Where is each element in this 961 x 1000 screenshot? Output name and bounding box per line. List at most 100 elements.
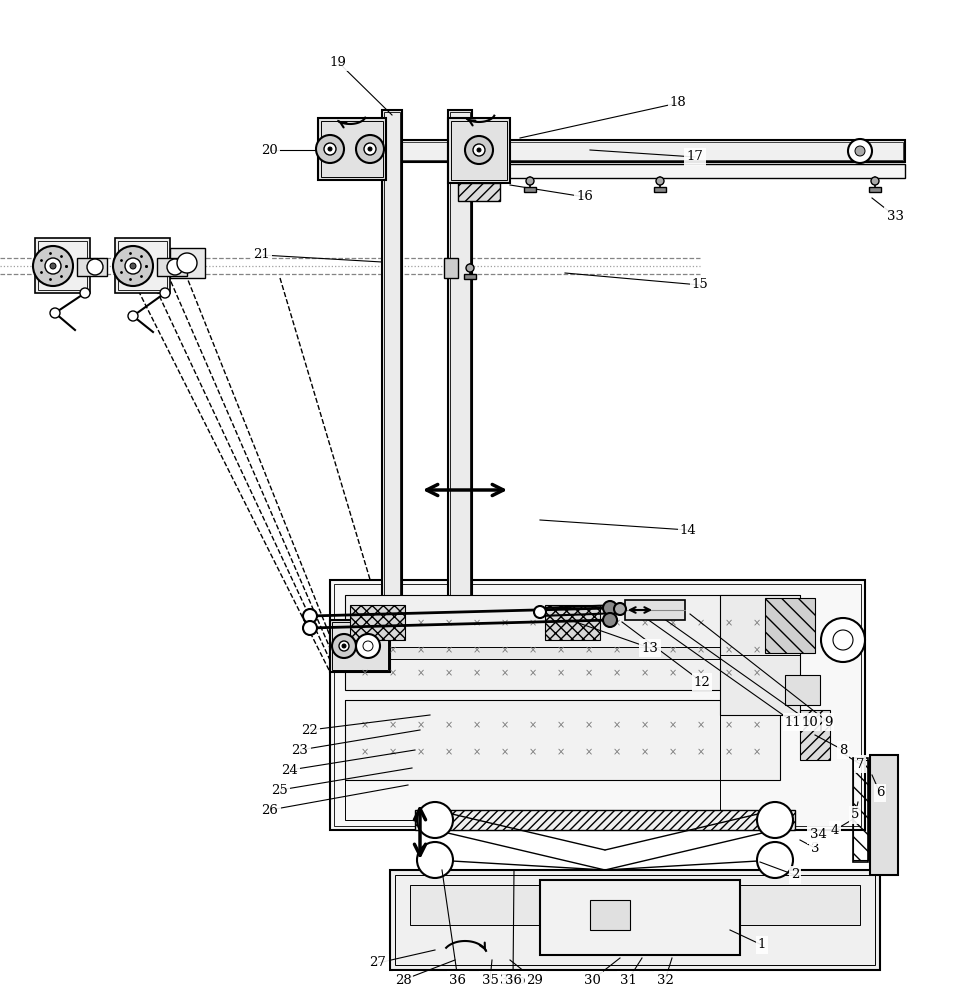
Text: 34: 34 — [809, 828, 826, 842]
Circle shape — [465, 136, 493, 164]
Text: ×: × — [613, 720, 621, 730]
Text: ×: × — [361, 720, 369, 730]
Circle shape — [363, 641, 373, 651]
Text: ×: × — [417, 668, 425, 678]
Bar — [653, 187, 666, 192]
Bar — [332, 622, 388, 670]
Text: ×: × — [361, 618, 369, 628]
Circle shape — [316, 135, 344, 163]
Circle shape — [50, 308, 60, 318]
Text: ×: × — [697, 668, 705, 678]
Text: ×: × — [445, 618, 453, 628]
Bar — [330, 580, 865, 830]
Circle shape — [339, 641, 349, 651]
Bar — [870, 755, 898, 875]
Text: 25: 25 — [272, 784, 288, 796]
Text: ×: × — [473, 645, 481, 655]
Bar — [390, 870, 880, 970]
Text: ×: × — [697, 720, 705, 730]
Text: ×: × — [501, 747, 509, 757]
Text: 21: 21 — [254, 248, 270, 261]
Text: 3: 3 — [811, 842, 819, 854]
Text: ×: × — [445, 645, 453, 655]
Text: ×: × — [697, 645, 705, 655]
Circle shape — [848, 139, 872, 163]
Text: 1: 1 — [758, 938, 766, 952]
Text: 7: 7 — [855, 758, 864, 770]
Bar — [444, 258, 458, 278]
Text: ×: × — [501, 618, 509, 628]
Circle shape — [80, 288, 90, 298]
Circle shape — [526, 177, 534, 185]
Bar — [451, 121, 507, 180]
Text: 17: 17 — [686, 150, 703, 163]
Bar — [870, 755, 898, 875]
Text: 12: 12 — [694, 676, 710, 688]
Bar — [345, 700, 720, 820]
Circle shape — [130, 263, 136, 269]
Text: 33: 33 — [886, 210, 903, 223]
Circle shape — [160, 288, 170, 298]
Text: 26: 26 — [261, 804, 279, 816]
Bar — [318, 118, 386, 180]
Bar — [395, 875, 875, 965]
Text: ×: × — [361, 645, 369, 655]
Text: ×: × — [725, 747, 733, 757]
Text: 16: 16 — [577, 190, 594, 204]
Text: ×: × — [473, 720, 481, 730]
Text: ×: × — [501, 720, 509, 730]
Circle shape — [656, 177, 664, 185]
Text: 20: 20 — [261, 143, 279, 156]
Text: 22: 22 — [302, 724, 318, 736]
Text: ×: × — [445, 720, 453, 730]
Text: ×: × — [473, 618, 481, 628]
Circle shape — [87, 259, 103, 275]
Text: 15: 15 — [692, 278, 708, 292]
Bar — [384, 112, 400, 678]
Text: 4: 4 — [831, 824, 839, 836]
Text: 27: 27 — [370, 956, 386, 970]
Text: ×: × — [529, 645, 537, 655]
Bar — [350, 605, 405, 640]
Text: ×: × — [389, 668, 397, 678]
Text: ×: × — [697, 618, 705, 628]
Text: ×: × — [641, 747, 649, 757]
Text: ×: × — [641, 720, 649, 730]
Circle shape — [303, 621, 317, 635]
Circle shape — [332, 634, 356, 658]
Text: ×: × — [361, 668, 369, 678]
Text: 19: 19 — [330, 55, 346, 68]
Bar — [785, 675, 820, 705]
Bar — [77, 258, 107, 276]
Circle shape — [614, 603, 626, 615]
Text: 5: 5 — [850, 808, 859, 822]
Text: ×: × — [613, 668, 621, 678]
Bar — [345, 595, 780, 690]
Text: ×: × — [585, 668, 593, 678]
Text: 32: 32 — [656, 974, 674, 986]
Text: ×: × — [557, 720, 565, 730]
Circle shape — [757, 802, 793, 838]
Text: ×: × — [752, 645, 761, 655]
Text: 2: 2 — [791, 868, 800, 882]
Text: ×: × — [752, 720, 761, 730]
Text: ×: × — [389, 618, 397, 628]
Circle shape — [356, 634, 380, 658]
Text: ×: × — [557, 668, 565, 678]
Circle shape — [417, 802, 453, 838]
Bar — [800, 710, 830, 760]
Text: 14: 14 — [679, 524, 697, 536]
Bar — [330, 620, 390, 672]
Bar — [345, 700, 780, 780]
Text: ×: × — [641, 645, 649, 655]
Text: 8: 8 — [839, 744, 848, 756]
Circle shape — [603, 613, 617, 627]
Circle shape — [364, 143, 376, 155]
Text: 36: 36 — [450, 974, 466, 986]
Text: 35: 35 — [481, 974, 499, 986]
Bar — [463, 274, 477, 279]
Circle shape — [125, 258, 141, 274]
Text: ×: × — [473, 668, 481, 678]
Text: ×: × — [725, 618, 733, 628]
Circle shape — [821, 618, 865, 662]
